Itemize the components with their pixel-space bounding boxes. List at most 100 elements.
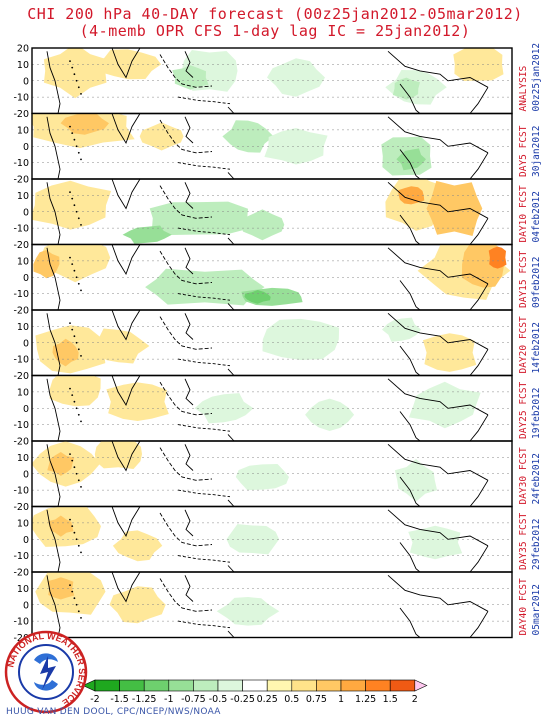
colorbar-segment [365, 679, 391, 692]
panel-date: 04feb2012 [531, 191, 542, 242]
shading-region [87, 328, 150, 364]
shading-region [408, 525, 463, 560]
shading-region [222, 120, 274, 153]
shading-region [408, 381, 481, 429]
shading-region [49, 375, 101, 407]
y-tick-label: -20 [13, 568, 29, 579]
colorbar-label: -1 [164, 694, 173, 705]
y-tick-label: 0 [23, 273, 29, 284]
y-tick-label: 10 [17, 191, 29, 202]
credit-line: HUUG VAN DEN DOOL, CPC/NCEP/NWS/NOAA [6, 707, 221, 717]
y-tick-label: -10 [13, 420, 29, 431]
y-tick-label: 0 [23, 600, 29, 611]
coastline [46, 571, 489, 638]
shading-region [422, 333, 477, 372]
y-tick-label: 0 [23, 76, 29, 87]
y-tick-label: -10 [13, 224, 29, 235]
colorbar-segment [143, 679, 170, 692]
shading-region [382, 317, 422, 342]
coastline [46, 375, 489, 442]
shading-region [394, 459, 438, 502]
shading-region [47, 577, 75, 600]
shading-region [145, 268, 265, 306]
shading-region [139, 122, 184, 151]
shading-region [60, 113, 109, 135]
forecast-panel: 10 0 -10 -20 DAY35 FCST 29feb2012 [13, 505, 542, 579]
panel-label: DAY40 FCST [518, 578, 529, 635]
y-tick-label: 10 [17, 256, 29, 267]
y-tick-label: -20 [13, 306, 29, 317]
y-tick-label: -20 [13, 633, 29, 644]
y-tick-label: -10 [13, 158, 29, 169]
shading-region [305, 398, 355, 431]
forecast-panel: 10 0 -10 -20 DAY5 FCST 30jan2012 [13, 112, 542, 186]
forecast-panel: 10 0 -10 -20 DAY40 FCST 05mar2012 [13, 571, 542, 644]
panel-date: 24feb2012 [531, 453, 542, 504]
shading-region [235, 464, 289, 491]
shading-region [216, 597, 280, 626]
colorbar-label: -0.75 [181, 694, 206, 705]
shading-region [40, 244, 111, 283]
panel-date: 30jan2012 [531, 126, 542, 177]
panel-date: 19feb2012 [531, 388, 542, 439]
nws-logo: NATIONAL WEATHER SERVICE [4, 630, 88, 714]
colorbar-label: -1.5 [110, 694, 129, 705]
panel-date: 29feb2012 [531, 519, 542, 570]
shading-region [392, 77, 420, 100]
y-tick-label: -20 [13, 437, 29, 448]
y-tick-label: 10 [17, 453, 29, 464]
colorbar-label: 0.75 [306, 694, 327, 705]
panel-date: 00z25jan2012 [531, 43, 542, 112]
y-tick-label: -10 [13, 551, 29, 562]
panel-date: 14feb2012 [531, 322, 542, 373]
colorbar-segment [389, 679, 416, 692]
forecast-panel: 10 0 -10 -20 DAY25 FCST 19feb2012 [13, 374, 542, 448]
y-tick-label: -20 [13, 371, 29, 382]
colorbar-label: 0.5 [284, 694, 299, 705]
shading-region [94, 441, 142, 469]
coastline [46, 178, 489, 245]
colorbar-segment [340, 679, 366, 692]
colorbar-segment [291, 679, 317, 692]
y-tick-label: 0 [23, 535, 29, 546]
shading-region [43, 48, 107, 99]
colorbar-label: -1.25 [132, 694, 157, 705]
forecast-panel: 10 0 -10 -20 DAY20 FCST 14feb2012 [13, 309, 542, 382]
colorbar-label: 1.5 [383, 694, 398, 705]
colorbar-segment [94, 679, 120, 692]
shading-region [262, 318, 340, 360]
forecast-panel: 20 10 0 -10 -20 ANALYSIS 00z25jan2012 [13, 43, 542, 120]
chart-subtitle: (4-memb OPR CFS 1-day lag IC = 25jan2012… [79, 22, 471, 40]
panel-label: DAY25 FCST [518, 382, 529, 439]
panel-date: 05mar2012 [531, 584, 542, 635]
y-tick-label: 0 [23, 338, 29, 349]
panel-date: 09feb2012 [531, 257, 542, 308]
shading-region [112, 530, 163, 562]
colorbar-segment [168, 679, 194, 692]
panel-label: DAY30 FCST [518, 447, 529, 504]
colorbar-label: 1.25 [355, 694, 376, 705]
shading-region [398, 186, 425, 205]
colorbar-segment [119, 679, 145, 692]
coastline [46, 309, 489, 376]
y-tick-label: 0 [23, 207, 29, 218]
panel-label: DAY15 FCST [518, 251, 529, 308]
panel-label: DAY10 FCST [518, 185, 529, 242]
colorbar-segment [217, 679, 243, 692]
y-tick-label: 10 [17, 322, 29, 333]
forecast-panel: 10 0 -10 -20 DAY15 FCST 09feb2012 [13, 243, 542, 317]
y-tick-label: -10 [13, 486, 29, 497]
y-tick-label: 20 [17, 44, 29, 55]
shading-region [48, 515, 74, 537]
y-tick-label: 10 [17, 125, 29, 136]
colorbar-label: 1 [338, 694, 344, 705]
shading-region [426, 180, 483, 236]
y-tick-label: 0 [23, 142, 29, 153]
coastline [46, 440, 489, 507]
coastline [46, 47, 489, 114]
panel-label: ANALYSIS [518, 65, 529, 111]
shading-region [264, 128, 328, 165]
panel-label: DAY20 FCST [518, 316, 529, 373]
panel-label: DAY35 FCST [518, 513, 529, 570]
